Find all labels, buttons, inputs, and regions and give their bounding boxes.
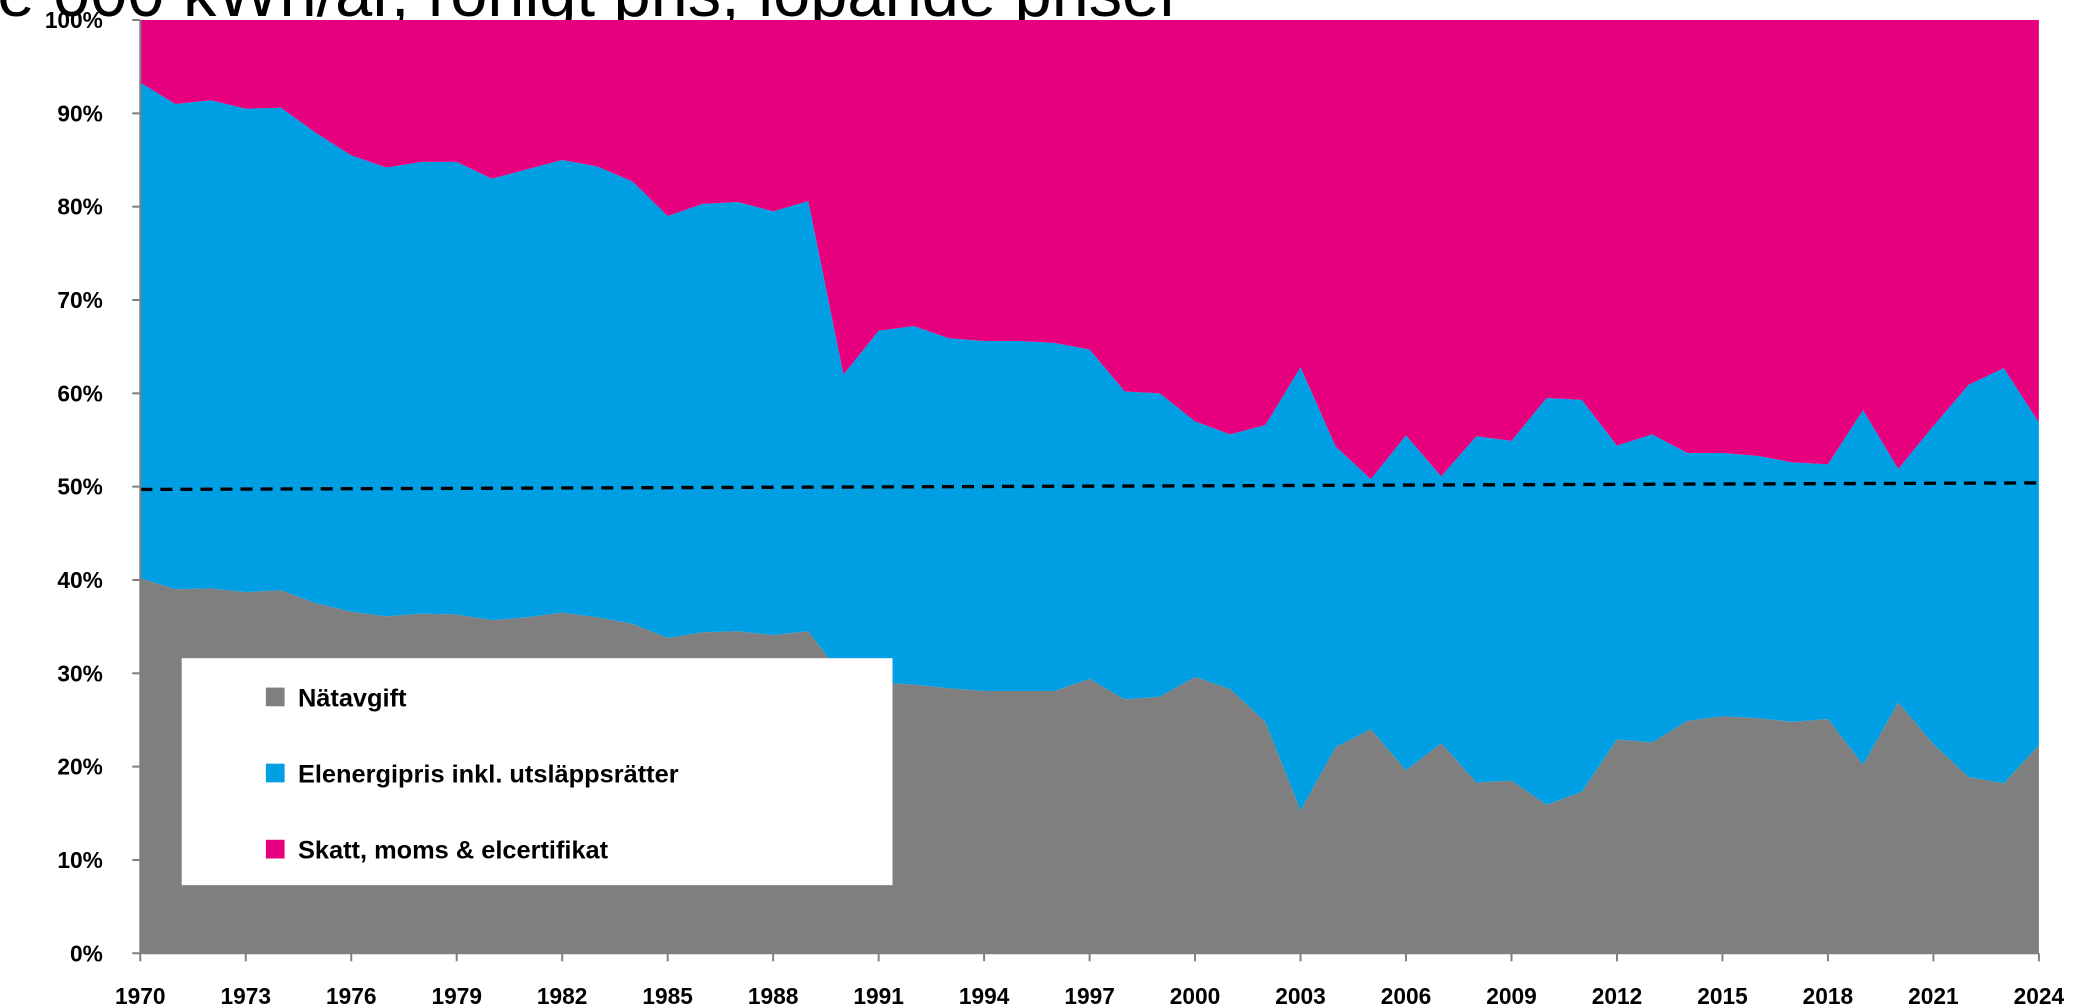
y-tick-label: 30% — [57, 660, 102, 686]
area — [140, 20, 2039, 480]
x-tick-label: 2003 — [1275, 983, 1326, 1008]
x-tick-label: 1973 — [221, 983, 272, 1008]
x-tick-label: 1976 — [326, 983, 377, 1008]
x-tick-label: 1970 — [115, 983, 166, 1008]
x-tick-label: 2015 — [1697, 983, 1748, 1008]
legend-box — [181, 658, 893, 886]
x-tick-label: 2018 — [1803, 983, 1854, 1008]
legend-label: Nätavgift — [298, 684, 407, 712]
y-tick-label: 20% — [57, 754, 102, 780]
y-tick-label: 0% — [70, 940, 103, 966]
x-tick-label: 2009 — [1486, 983, 1537, 1008]
x-tick-label: 2000 — [1170, 983, 1221, 1008]
y-tick-label: 10% — [57, 847, 102, 873]
legend-swatch — [265, 687, 285, 707]
area — [140, 82, 2039, 811]
legend-label: Skatt, moms & elcertifikat — [298, 836, 609, 864]
x-tick-label: 1997 — [1064, 983, 1115, 1008]
x-tick-label: 2024 — [2014, 983, 2065, 1008]
x-tick-label: 2006 — [1381, 983, 1432, 1008]
x-tick-label: 1979 — [431, 983, 482, 1008]
y-tick-label: 100% — [45, 7, 103, 33]
legend-label: Elenergipris inkl. utsläppsrätter — [298, 760, 679, 788]
x-tick-label: 1991 — [853, 983, 904, 1008]
y-tick-label: 60% — [57, 380, 102, 406]
y-tick-label: 50% — [57, 474, 102, 500]
x-tick-label: 1988 — [748, 983, 799, 1008]
x-tick-label: 2021 — [1908, 983, 1959, 1008]
legend: Nätavgift Elenergipris inkl. utsläppsrätt… — [181, 658, 893, 886]
legend-swatch — [265, 839, 285, 859]
x-tick-label: 2012 — [1592, 983, 1643, 1008]
y-tick-label: 70% — [57, 287, 102, 313]
y-tick-label: 80% — [57, 194, 102, 220]
y-tick-label: 90% — [57, 100, 102, 126]
x-tick-label: 1985 — [642, 983, 693, 1008]
reference-line — [140, 481, 2039, 492]
x-tick-label: 1994 — [959, 983, 1010, 1008]
x-tick-label: 1982 — [537, 983, 588, 1008]
y-tick-label: 40% — [57, 567, 102, 593]
legend-swatch — [265, 763, 285, 783]
